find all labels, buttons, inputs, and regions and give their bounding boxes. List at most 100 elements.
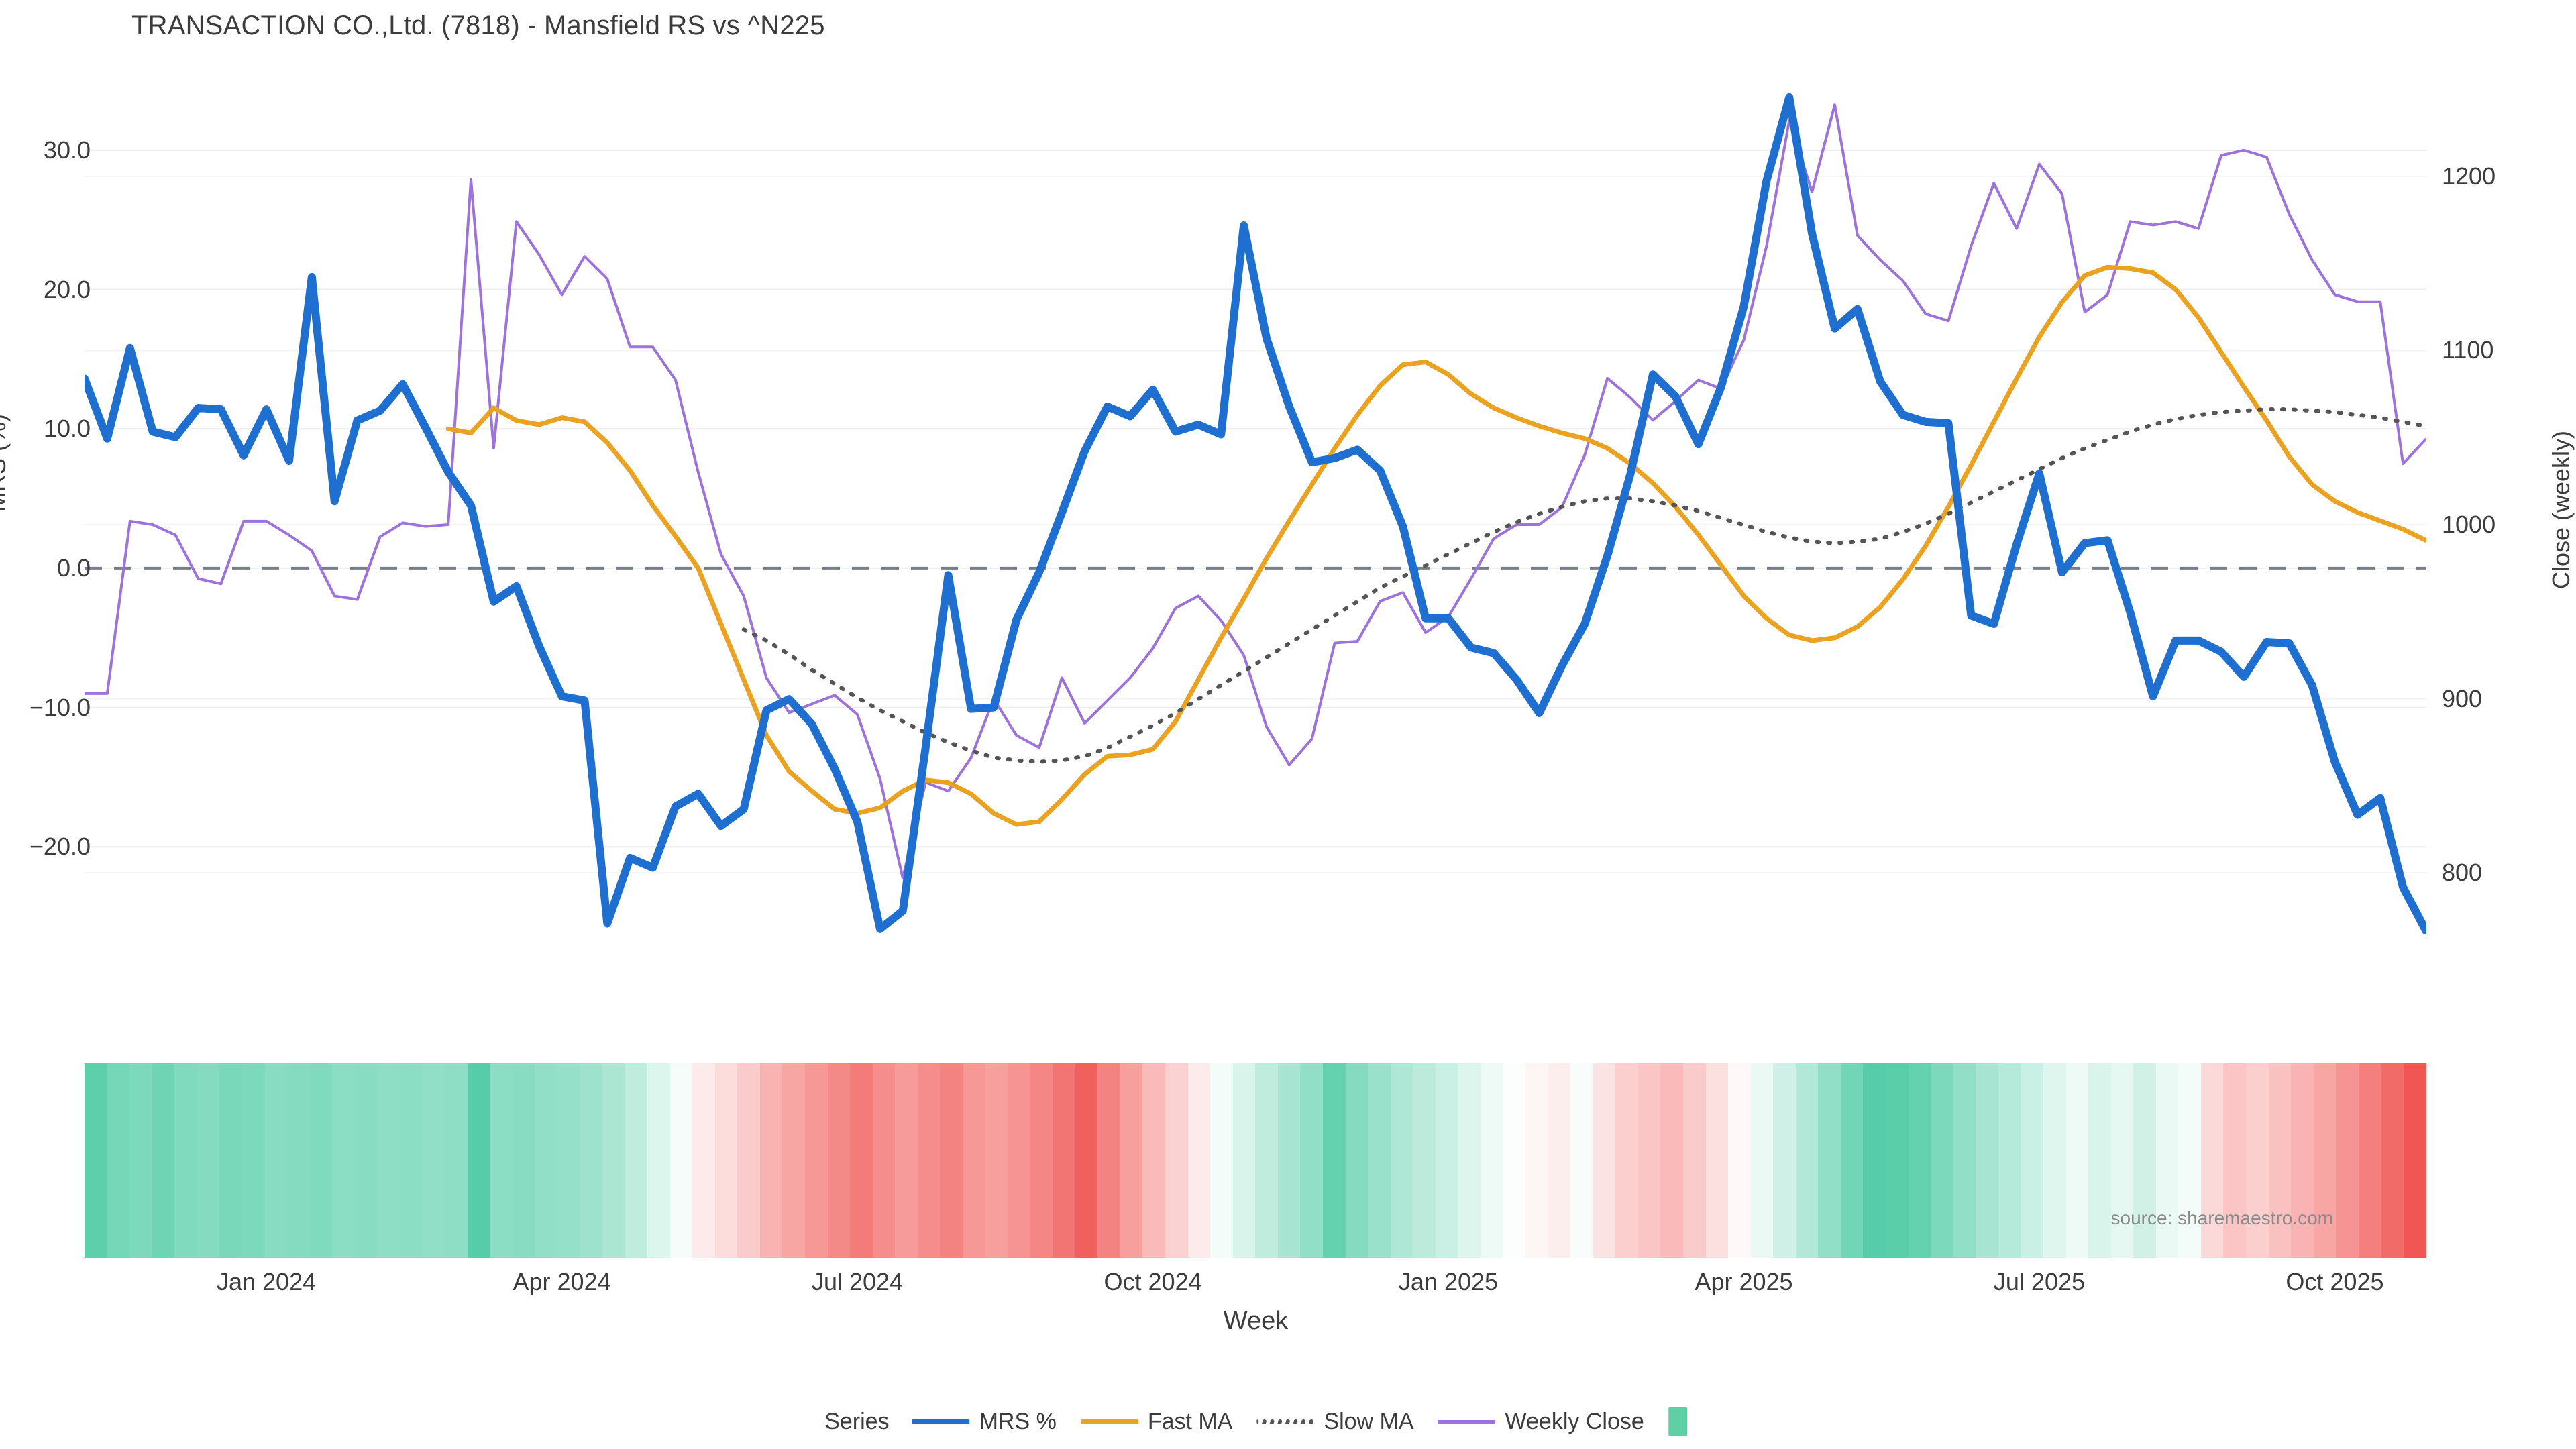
legend-colorbar-swatch bbox=[1668, 1407, 1687, 1436]
y-axis-right-tick: 800 bbox=[2442, 859, 2483, 887]
y-axis-left-tick: 20.0 bbox=[43, 275, 91, 303]
heatmap-cell bbox=[692, 1063, 715, 1258]
heatmap-cell bbox=[354, 1063, 378, 1258]
heatmap-cell bbox=[759, 1063, 783, 1258]
heatmap-cell bbox=[1593, 1063, 1616, 1258]
x-axis-tick: Apr 2024 bbox=[513, 1268, 611, 1295]
legend-item[interactable]: MRS % bbox=[912, 1409, 1057, 1435]
heatmap-cell bbox=[1187, 1063, 1211, 1258]
heatmap-cell bbox=[1931, 1063, 1953, 1258]
heatmap-cell bbox=[197, 1063, 220, 1258]
heatmap-cell bbox=[490, 1063, 513, 1258]
heatmap-cell bbox=[782, 1063, 805, 1258]
heatmap-cell bbox=[962, 1063, 985, 1258]
heatmap-cell bbox=[1008, 1063, 1030, 1258]
x-axis-tick: Oct 2025 bbox=[2286, 1268, 2384, 1295]
heatmap-cell bbox=[1840, 1063, 1864, 1258]
heatmap-cell bbox=[129, 1063, 152, 1258]
heatmap-cell bbox=[399, 1063, 423, 1258]
heatmap-cell bbox=[2403, 1063, 2426, 1258]
heatmap-cell bbox=[241, 1063, 265, 1258]
y-axis-left-label: MRS (%) bbox=[0, 414, 11, 512]
heatmap-cell bbox=[1322, 1063, 1346, 1258]
heatmap-cell bbox=[1255, 1063, 1278, 1258]
heatmap-cell bbox=[1232, 1063, 1256, 1258]
heatmap-cell bbox=[2065, 1063, 2089, 1258]
x-axis-tick: Jul 2024 bbox=[811, 1268, 904, 1295]
heatmap-cell bbox=[2155, 1063, 2179, 1258]
legend-item-label: Slow MA bbox=[1324, 1408, 1414, 1434]
legend-title: Series bbox=[824, 1408, 890, 1434]
x-axis-tick: Oct 2024 bbox=[1104, 1268, 1202, 1295]
heatmap-cell bbox=[895, 1063, 918, 1258]
heatmap-cell bbox=[1773, 1063, 1796, 1258]
heatmap-cell bbox=[2021, 1063, 2043, 1258]
y-axis-left-tick: −10.0 bbox=[29, 693, 91, 721]
heatmap-cell bbox=[714, 1063, 738, 1258]
mrs-regime-heatmap-strip bbox=[85, 1063, 2426, 1258]
heatmap-cell bbox=[309, 1063, 333, 1258]
heatmap-cell bbox=[1795, 1063, 1819, 1258]
heatmap-cell bbox=[1863, 1063, 1886, 1258]
heatmap-cell bbox=[1097, 1063, 1120, 1258]
y-axis-left-tick: −20.0 bbox=[29, 833, 91, 861]
y-axis-right-label: Close (weekly) bbox=[2547, 430, 2575, 590]
heatmap-cell bbox=[940, 1063, 963, 1258]
x-axis-tick: Apr 2025 bbox=[1695, 1268, 1793, 1295]
y-axis-left-tick: 10.0 bbox=[43, 415, 91, 443]
heatmap-cell bbox=[1030, 1063, 1053, 1258]
legend-item[interactable]: Slow MA bbox=[1256, 1408, 1414, 1435]
heatmap-cell bbox=[2358, 1063, 2381, 1258]
heatmap-cell bbox=[1480, 1063, 1503, 1258]
heatmap-cell bbox=[1818, 1063, 1841, 1258]
x-axis-tick: Jan 2025 bbox=[1398, 1268, 1499, 1295]
heatmap-cell bbox=[2291, 1063, 2314, 1258]
legend-item[interactable]: Fast MA bbox=[1080, 1409, 1232, 1435]
heatmap-cell bbox=[1728, 1063, 1751, 1258]
heatmap-cell bbox=[1638, 1063, 1661, 1258]
heatmap-cell bbox=[2200, 1063, 2224, 1258]
heatmap-cell bbox=[287, 1063, 310, 1258]
heatmap-cell bbox=[2223, 1063, 2246, 1258]
heatmap-cell bbox=[219, 1063, 242, 1258]
heatmap-cell bbox=[2133, 1063, 2156, 1258]
heatmap-cell bbox=[1660, 1063, 1683, 1258]
heatmap-cell bbox=[174, 1063, 197, 1258]
heatmap-cell bbox=[737, 1063, 760, 1258]
heatmap-cell bbox=[1976, 1063, 1998, 1258]
heatmap-cell bbox=[580, 1063, 602, 1258]
heatmap-cell bbox=[422, 1063, 445, 1258]
heatmap-cell bbox=[1075, 1063, 1098, 1258]
heatmap-cell bbox=[805, 1063, 828, 1258]
legend-item[interactable] bbox=[1668, 1407, 1687, 1436]
y-axis-left-tick: 30.0 bbox=[43, 136, 91, 164]
heatmap-cell bbox=[467, 1063, 490, 1258]
heatmap-cell bbox=[1750, 1063, 1774, 1258]
heatmap-cell bbox=[1458, 1063, 1481, 1258]
series-line-slow-ma bbox=[741, 407, 2426, 764]
heatmap-cell bbox=[1953, 1063, 1976, 1258]
heatmap-cell bbox=[85, 1063, 107, 1258]
heatmap-cell bbox=[827, 1063, 851, 1258]
heatmap-cell bbox=[2110, 1063, 2134, 1258]
heatmap-cell bbox=[1615, 1063, 1638, 1258]
heatmap-cell bbox=[985, 1063, 1008, 1258]
y-axis-right-tick: 1000 bbox=[2442, 511, 2496, 539]
heatmap-cell bbox=[1210, 1063, 1233, 1258]
heatmap-cell bbox=[1548, 1063, 1571, 1258]
heatmap-cell bbox=[1120, 1063, 1143, 1258]
legend-item[interactable]: Weekly Close bbox=[1438, 1409, 1644, 1435]
heatmap-cell bbox=[625, 1063, 648, 1258]
heatmap-cell bbox=[1053, 1063, 1075, 1258]
heatmap-cell bbox=[264, 1063, 288, 1258]
heatmap-cell bbox=[1525, 1063, 1548, 1258]
series-line-weekly-close bbox=[85, 103, 2426, 880]
main-plot-area bbox=[85, 80, 2426, 986]
heatmap-cell bbox=[107, 1063, 130, 1258]
heatmap-cell bbox=[669, 1063, 693, 1258]
chart-title: TRANSACTION CO.,Ltd. (7818) - Mansfield … bbox=[131, 11, 825, 40]
heatmap-cell bbox=[557, 1063, 580, 1258]
heatmap-cell bbox=[2043, 1063, 2066, 1258]
heatmap-cell bbox=[1390, 1063, 1413, 1258]
heatmap-cell bbox=[2246, 1063, 2269, 1258]
